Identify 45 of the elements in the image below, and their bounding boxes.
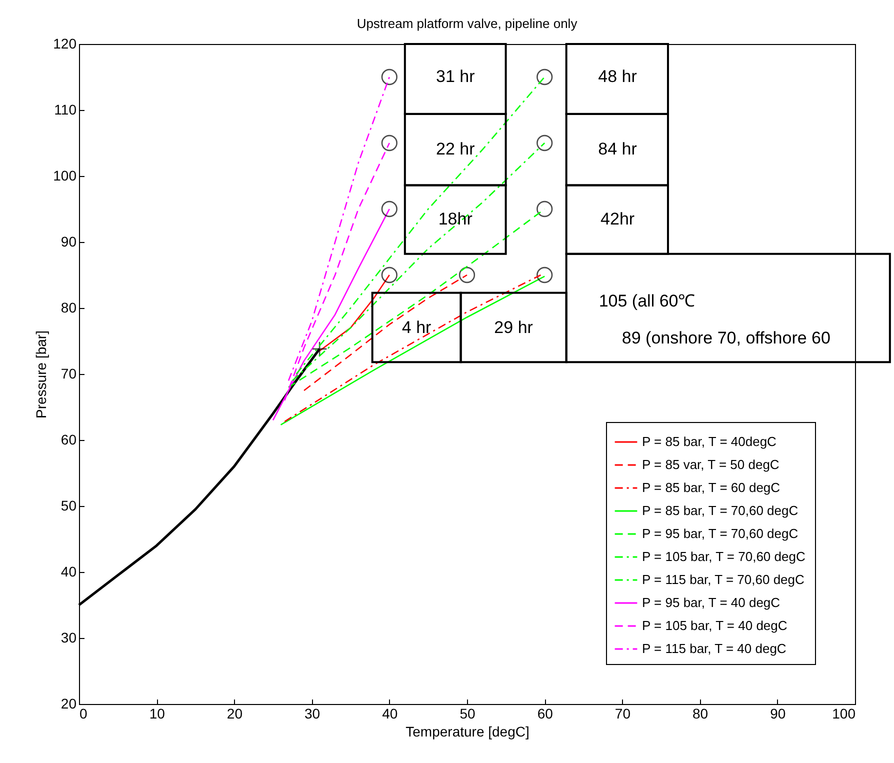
x-tick-label: 80: [692, 706, 708, 722]
legend-label: P = 105 bar, T = 70,60 degC: [642, 549, 806, 564]
y-tick-label: 40: [60, 564, 77, 580]
legend-label: P = 105 bar, T = 40 degC: [642, 618, 788, 633]
legend-label: P = 115 bar, T = 70,60 degC: [642, 572, 804, 587]
x-tick-label: 10: [149, 706, 166, 722]
annotation: 105 (all 60℃: [598, 291, 696, 310]
y-axis-title: Pressure [bar]: [33, 330, 50, 418]
annotation: 84 hr: [598, 140, 638, 159]
y-tick-label: 90: [60, 234, 77, 250]
legend-label: P = 95 bar, T = 40 degC: [642, 595, 780, 610]
annotation: 18hr: [438, 210, 473, 229]
x-tick-label: 100: [832, 706, 856, 722]
x-tick-label: 30: [304, 706, 320, 722]
legend-label: P = 85 bar, T = 60 degC: [642, 480, 780, 495]
y-tick-label: 50: [60, 498, 77, 514]
annotation: 89 (onshore 70, offshore 60: [622, 328, 830, 348]
legend-label: P = 85 bar, T = 40degC: [642, 434, 776, 449]
x-axis-title: Temperature [degC]: [406, 724, 530, 740]
y-tick-label: 20: [60, 696, 77, 712]
x-tick-label: 70: [614, 706, 631, 722]
legend-label: P = 85 bar, T = 70,60 degC: [642, 503, 798, 518]
annotation: 48 hr: [598, 67, 638, 86]
y-tick-label: 120: [53, 36, 77, 52]
y-tick-label: 70: [60, 366, 77, 382]
x-tick-label: 90: [770, 706, 786, 722]
y-tick-label: 110: [54, 102, 77, 118]
x-tick-label: 0: [80, 706, 88, 722]
y-tick-label: 100: [53, 168, 77, 184]
x-tick-label: 60: [537, 706, 554, 722]
chart-title: Upstream platform valve, pipeline only: [356, 16, 578, 31]
x-tick-label: 50: [460, 706, 476, 722]
y-tick-label: 60: [60, 432, 77, 448]
legend-label: P = 95 bar, T = 70,60 degC: [642, 526, 798, 541]
legend-label: P = 115 bar, T = 40 degC: [642, 641, 786, 656]
x-tick-label: 40: [382, 706, 398, 722]
annotation: 4 hr: [402, 318, 432, 337]
legend-label: P = 85 var, T = 50 degC: [642, 457, 780, 472]
annotation: 42hr: [600, 210, 635, 229]
annotation: 29 hr: [494, 318, 534, 337]
y-tick-label: 30: [60, 630, 77, 646]
y-tick-label: 80: [60, 300, 77, 316]
annotation: 22 hr: [436, 140, 476, 159]
x-tick-label: 20: [226, 706, 243, 722]
annotation: 31 hr: [436, 67, 476, 86]
